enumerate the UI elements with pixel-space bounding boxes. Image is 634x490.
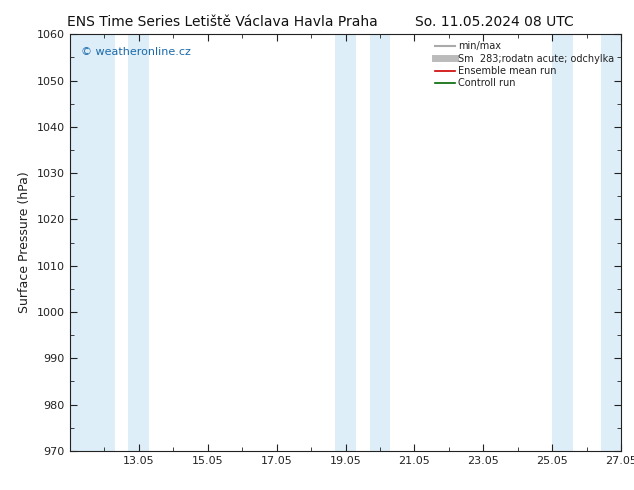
Bar <box>335 34 356 451</box>
Bar <box>70 34 115 451</box>
Text: So. 11.05.2024 08 UTC: So. 11.05.2024 08 UTC <box>415 15 574 29</box>
Bar <box>552 34 573 451</box>
Text: © weatheronline.cz: © weatheronline.cz <box>81 47 191 57</box>
Bar <box>600 34 621 451</box>
Bar <box>128 34 149 451</box>
Legend: min/max, Sm  283;rodatn acute; odchylka, Ensemble mean run, Controll run: min/max, Sm 283;rodatn acute; odchylka, … <box>433 39 616 90</box>
Text: ENS Time Series Letiště Václava Havla Praha: ENS Time Series Letiště Václava Havla Pr… <box>67 15 377 29</box>
Bar <box>370 34 391 451</box>
Y-axis label: Surface Pressure (hPa): Surface Pressure (hPa) <box>18 172 31 314</box>
